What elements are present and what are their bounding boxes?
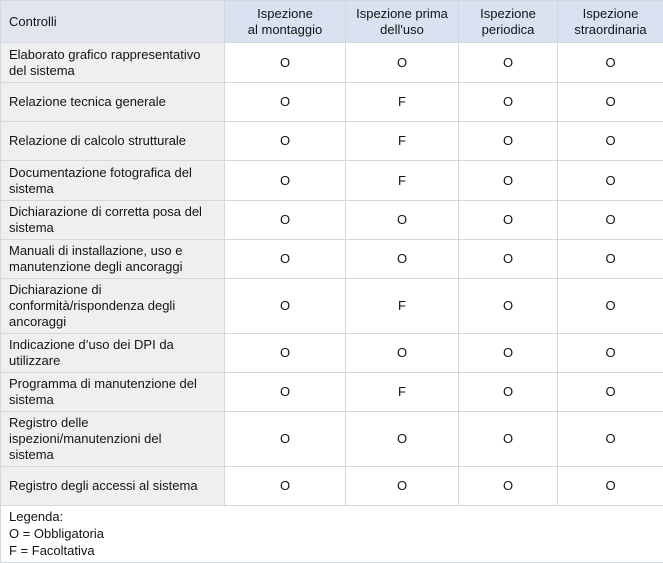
cell-value: O [558, 412, 663, 467]
table-row: Relazione di calcolo strutturale O F O O [1, 122, 663, 161]
header-cell-controlli: Controlli [1, 1, 225, 43]
table-row: Dichiarazione di corretta posa del siste… [1, 201, 663, 240]
cell-value: F [346, 122, 459, 161]
cell-value: O [225, 334, 346, 373]
header-cell-ispezione-straordinaria: Ispezione straordinaria [558, 1, 663, 43]
cell-value: O [459, 83, 558, 122]
cell-value: F [346, 279, 459, 334]
cell-value: O [225, 373, 346, 412]
cell-value: O [225, 161, 346, 201]
table-row: Documentazione fotografica del sistema O… [1, 161, 663, 201]
cell-value: O [558, 161, 663, 201]
cell-value: O [225, 240, 346, 279]
header-row: Controlli Ispezione al montaggio Ispezio… [1, 1, 663, 43]
row-label: Registro delle ispezioni/manutenzioni de… [1, 412, 225, 467]
row-label: Elaborato grafico rappresentativo del si… [1, 43, 225, 83]
cell-value: O [346, 43, 459, 83]
cell-value: O [558, 240, 663, 279]
cell-value: O [346, 201, 459, 240]
cell-value: F [346, 161, 459, 201]
cell-value: O [225, 201, 346, 240]
cell-value: O [459, 467, 558, 506]
legend: Legenda: O = Obbligatoria F = Facoltativ… [1, 506, 663, 563]
header-cell-ispezione-montaggio: Ispezione al montaggio [225, 1, 346, 43]
row-label: Manuali di installazione, uso e manutenz… [1, 240, 225, 279]
cell-value: O [225, 279, 346, 334]
cell-value: O [459, 122, 558, 161]
cell-value: O [459, 373, 558, 412]
cell-value: O [558, 201, 663, 240]
cell-value: O [459, 412, 558, 467]
cell-value: O [346, 334, 459, 373]
cell-value: O [225, 83, 346, 122]
table-row: Elaborato grafico rappresentativo del si… [1, 43, 663, 83]
cell-value: O [225, 467, 346, 506]
table-row: Indicazione d’uso dei DPI da utilizzare … [1, 334, 663, 373]
cell-value: O [346, 240, 459, 279]
legend-entry-facoltativa: F = Facoltativa [9, 542, 655, 559]
row-label: Relazione di calcolo strutturale [1, 122, 225, 161]
cell-value: O [558, 373, 663, 412]
cell-value: O [558, 279, 663, 334]
legend-title: Legenda: [9, 508, 655, 525]
row-label: Documentazione fotografica del sistema [1, 161, 225, 201]
legend-row: Legenda: O = Obbligatoria F = Facoltativ… [1, 506, 663, 563]
table-row: Registro delle ispezioni/manutenzioni de… [1, 412, 663, 467]
table-row: Dichiarazione di conformità/rispondenza … [1, 279, 663, 334]
cell-value: O [225, 43, 346, 83]
row-label: Registro degli accessi al sistema [1, 467, 225, 506]
table-row: Registro degli accessi al sistema O O O … [1, 467, 663, 506]
cell-value: O [558, 43, 663, 83]
legend-entry-obbligatoria: O = Obbligatoria [9, 525, 655, 542]
cell-value: O [558, 467, 663, 506]
header-cell-ispezione-periodica: Ispezione periodica [459, 1, 558, 43]
cell-value: O [558, 122, 663, 161]
row-label: Indicazione d’uso dei DPI da utilizzare [1, 334, 225, 373]
cell-value: O [459, 201, 558, 240]
cell-value: O [459, 279, 558, 334]
cell-value: O [225, 412, 346, 467]
cell-value: O [558, 83, 663, 122]
cell-value: O [459, 161, 558, 201]
header-cell-ispezione-prima-uso: Ispezione prima dell'uso [346, 1, 459, 43]
cell-value: O [459, 43, 558, 83]
cell-value: O [459, 240, 558, 279]
table-row: Manuali di installazione, uso e manutenz… [1, 240, 663, 279]
cell-value: O [558, 334, 663, 373]
row-label: Dichiarazione di conformità/rispondenza … [1, 279, 225, 334]
cell-value: O [459, 334, 558, 373]
cell-value: O [225, 122, 346, 161]
row-label: Relazione tecnica generale [1, 83, 225, 122]
cell-value: F [346, 83, 459, 122]
table-row: Programma di manutenzione del sistema O … [1, 373, 663, 412]
table-row: Relazione tecnica generale O F O O [1, 83, 663, 122]
cell-value: F [346, 373, 459, 412]
cell-value: O [346, 467, 459, 506]
cell-value: O [346, 412, 459, 467]
row-label: Programma di manutenzione del sistema [1, 373, 225, 412]
row-label: Dichiarazione di corretta posa del siste… [1, 201, 225, 240]
